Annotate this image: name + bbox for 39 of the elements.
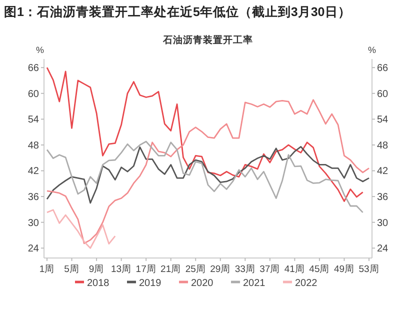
x-tick-label: 13周: [111, 264, 132, 275]
y-axis-title: %: [36, 45, 44, 55]
y2-tick-label: 60: [377, 88, 389, 100]
y-tick-label: 24: [28, 244, 40, 255]
y-tick-label: 30: [28, 218, 40, 229]
x-tick-label: 45周: [309, 264, 330, 275]
y-tick-label: 48: [28, 140, 40, 152]
x-tick-label: 9周: [88, 264, 104, 275]
x-tick-label: 37周: [260, 264, 280, 275]
y2-tick-label: 30: [377, 218, 389, 229]
legend-label: 2020: [191, 278, 214, 289]
x-tick-label: 17周: [136, 264, 156, 275]
y2-tick-label: 48: [377, 140, 389, 152]
y-tick-label: 60: [28, 88, 40, 100]
chart-title: 图1：石油沥青装置开工率处在近5年低位（截止到3月30日）: [4, 4, 351, 19]
y-tick-label: 66: [28, 63, 40, 74]
y2-tick-label: 24: [377, 244, 389, 255]
x-tick-label: 5周: [64, 264, 80, 275]
y-tick-label: 42: [28, 166, 40, 178]
legend-label: 2018: [87, 278, 110, 289]
y2-axis-title: %: [368, 45, 376, 55]
legend-label: 2021: [243, 278, 266, 289]
y2-tick-label: 66: [377, 63, 389, 74]
y-tick-label: 36: [28, 192, 40, 204]
x-tick-label: 1周: [39, 264, 55, 275]
x-tick-label: 29周: [210, 264, 231, 275]
y2-tick-label: 36: [377, 192, 389, 204]
x-tick-label: 53周: [358, 264, 380, 275]
x-tick-label: 33周: [234, 264, 256, 275]
legend-label: 2019: [139, 278, 162, 289]
legend-label: 2022: [295, 278, 318, 289]
y-tick-label: 54: [28, 114, 40, 126]
x-tick-label: 25周: [185, 264, 206, 275]
x-tick-label: 21周: [160, 264, 182, 275]
chart-subtitle: 石油沥青装置开工率: [162, 34, 253, 46]
y2-tick-label: 42: [377, 166, 389, 178]
x-tick-label: 41周: [284, 264, 305, 275]
x-tick-label: 49周: [334, 264, 355, 275]
y2-tick-label: 54: [377, 114, 389, 126]
